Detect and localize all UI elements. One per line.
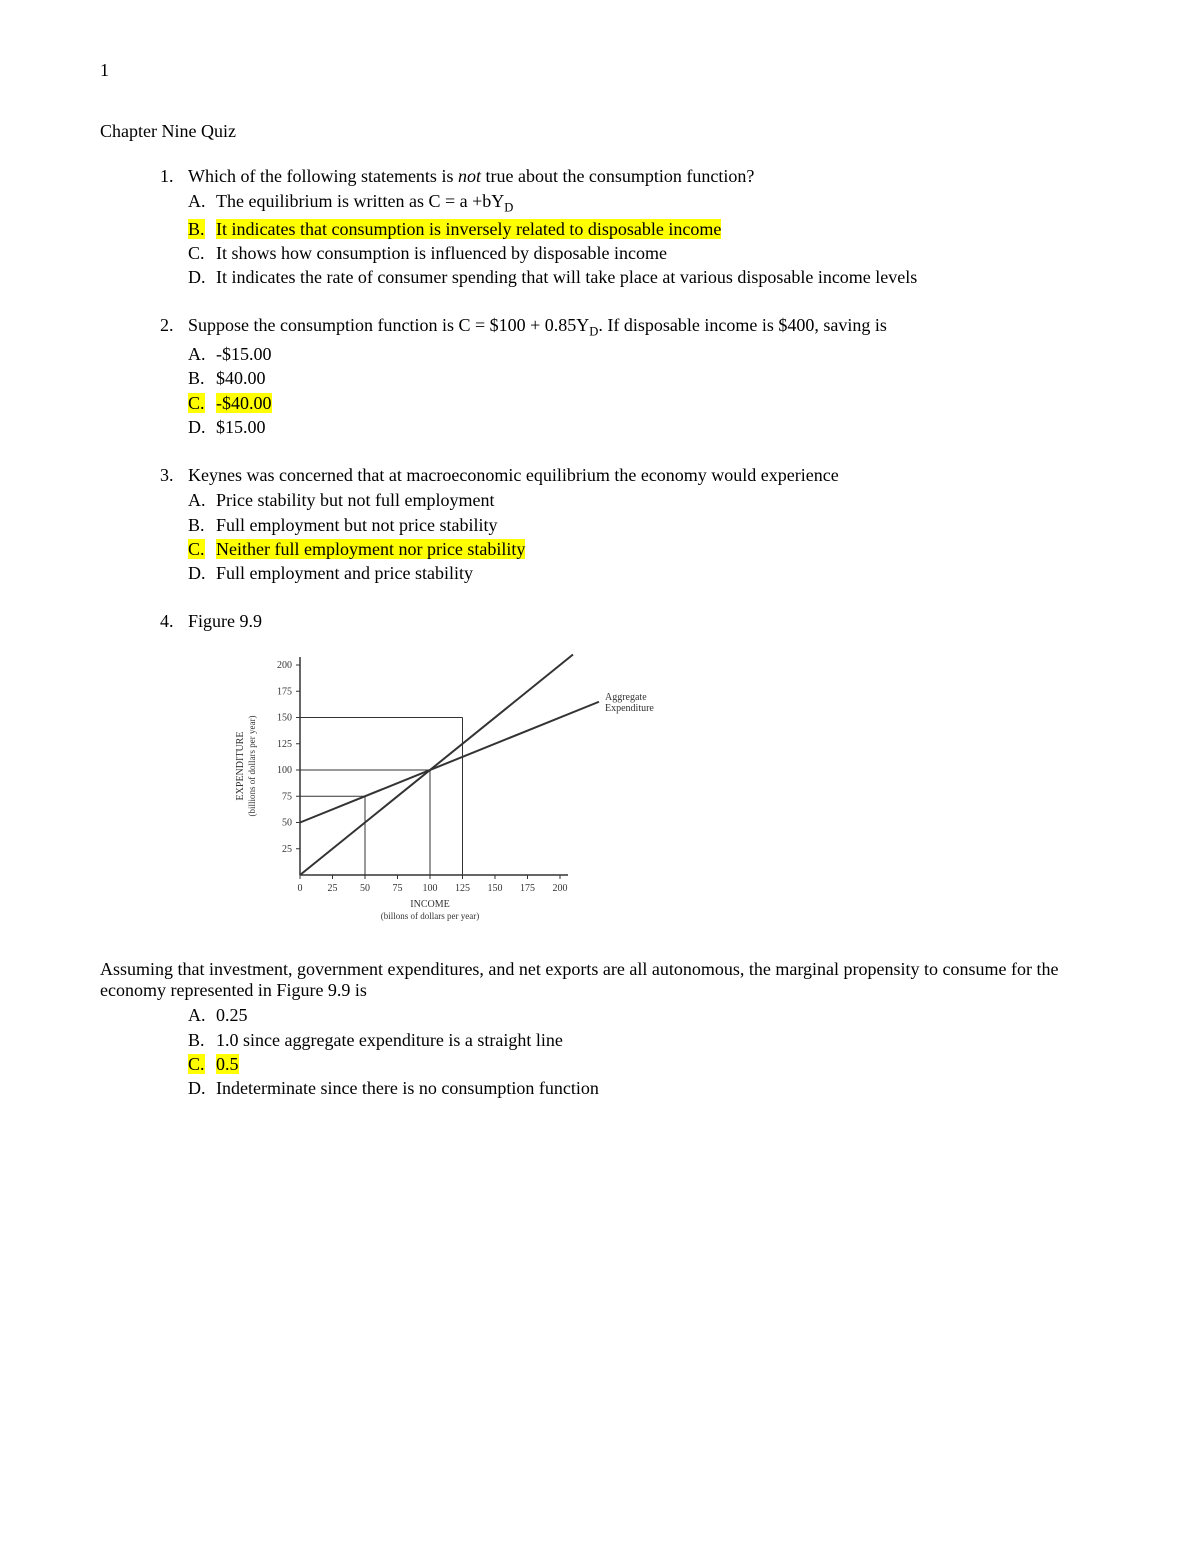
svg-text:75: 75 <box>393 883 403 894</box>
q4-option-b: B. 1.0 since aggregate expenditure is a … <box>188 1028 1100 1052</box>
q4-text: Figure 9.9 <box>188 611 1100 632</box>
svg-text:175: 175 <box>277 687 292 698</box>
q2-option-d: D. $15.00 <box>188 415 1100 439</box>
q2-options: A. -$15.00 B. $40.00 C. -$40.00 D. $15.0… <box>160 342 1100 439</box>
svg-text:25: 25 <box>328 883 338 894</box>
q3-options: A. Price stability but not full employme… <box>160 488 1100 585</box>
q1-option-c: C. It shows how consumption is influence… <box>188 241 1100 265</box>
q4-number: 4. <box>160 611 188 632</box>
svg-text:125: 125 <box>277 739 292 750</box>
figure-9-9-chart: 0 25 50 75 100 125 150 175 200 25 50 75 100 125 150 175… <box>215 640 1100 945</box>
svg-text:175: 175 <box>520 883 535 894</box>
svg-text:50: 50 <box>282 818 292 829</box>
q1-option-d-text: It indicates the rate of consumer spendi… <box>216 265 1100 289</box>
q4-followup-text: Assuming that investment, government exp… <box>100 959 1100 1001</box>
svg-text:200: 200 <box>553 883 568 894</box>
questions-list: 1. Which of the following statements is … <box>100 166 1100 945</box>
q1-options: A. The equilibrium is written as C = a +… <box>160 189 1100 289</box>
page-title: Chapter Nine Quiz <box>100 121 1100 142</box>
svg-text:0: 0 <box>298 883 303 894</box>
q1-option-a-text: The equilibrium is written as C = a +bYD <box>216 189 1100 217</box>
question-3: 3. Keynes was concerned that at macroeco… <box>160 465 1100 585</box>
svg-text:(billons of dollars per year): (billons of dollars per year) <box>381 911 479 921</box>
svg-text:100: 100 <box>277 765 292 776</box>
q1-option-a: A. The equilibrium is written as C = a +… <box>188 189 1100 217</box>
svg-text:125: 125 <box>455 883 470 894</box>
q3-option-b: B. Full employment but not price stabili… <box>188 513 1100 537</box>
svg-text:50: 50 <box>360 883 370 894</box>
q3-number: 3. <box>160 465 188 486</box>
question-2: 2. Suppose the consumption function is C… <box>160 315 1100 439</box>
chart-svg: 0 25 50 75 100 125 150 175 200 25 50 75 100 125 150 175… <box>215 640 655 940</box>
svg-text:200: 200 <box>277 660 292 671</box>
svg-text:Expenditure: Expenditure <box>605 703 654 714</box>
q1-number: 1. <box>160 166 188 187</box>
document-page: 1 Chapter Nine Quiz 1. Which of the foll… <box>0 0 1200 1161</box>
q4-options: A. 0.25 B. 1.0 since aggregate expenditu… <box>160 1003 1100 1100</box>
q4-option-a: A. 0.25 <box>188 1003 1100 1027</box>
q3-option-d: D. Full employment and price stability <box>188 561 1100 585</box>
svg-text:75: 75 <box>282 792 292 803</box>
q1-text: Which of the following statements is not… <box>188 166 1100 187</box>
svg-text:(billions of dollars per year): (billions of dollars per year) <box>247 716 257 817</box>
svg-text:25: 25 <box>282 844 292 855</box>
q1-option-c-text: It shows how consumption is influenced b… <box>216 241 1100 265</box>
q2-number: 2. <box>160 315 188 336</box>
q3-option-a: A. Price stability but not full employme… <box>188 488 1100 512</box>
q1-option-b-text: It indicates that consumption is inverse… <box>216 219 721 239</box>
q2-option-c: C. -$40.00 <box>188 391 1100 415</box>
svg-text:EXPENDITURE: EXPENDITURE <box>235 732 246 801</box>
q2-option-a: A. -$15.00 <box>188 342 1100 366</box>
q4-option-c: C. 0.5 <box>188 1052 1100 1076</box>
q4-option-d: D. Indeterminate since there is no consu… <box>188 1076 1100 1100</box>
q1-option-d: D. It indicates the rate of consumer spe… <box>188 265 1100 289</box>
svg-text:INCOME: INCOME <box>410 899 449 910</box>
q2-option-b: B. $40.00 <box>188 366 1100 390</box>
q3-option-c: C. Neither full employment nor price sta… <box>188 537 1100 561</box>
svg-text:150: 150 <box>277 713 292 724</box>
svg-text:150: 150 <box>488 883 503 894</box>
q2-text: Suppose the consumption function is C = … <box>188 315 1100 340</box>
svg-text:100: 100 <box>423 883 438 894</box>
question-1: 1. Which of the following statements is … <box>160 166 1100 289</box>
page-number: 1 <box>100 60 1100 81</box>
q1-option-b: B. It indicates that consumption is inve… <box>188 217 1100 241</box>
svg-text:Aggregate: Aggregate <box>605 692 647 703</box>
question-4: 4. Figure 9.9 0 25 50 75 100 125 150 175 200 25 50… <box>160 611 1100 945</box>
q3-text: Keynes was concerned that at macroeconom… <box>188 465 1100 486</box>
